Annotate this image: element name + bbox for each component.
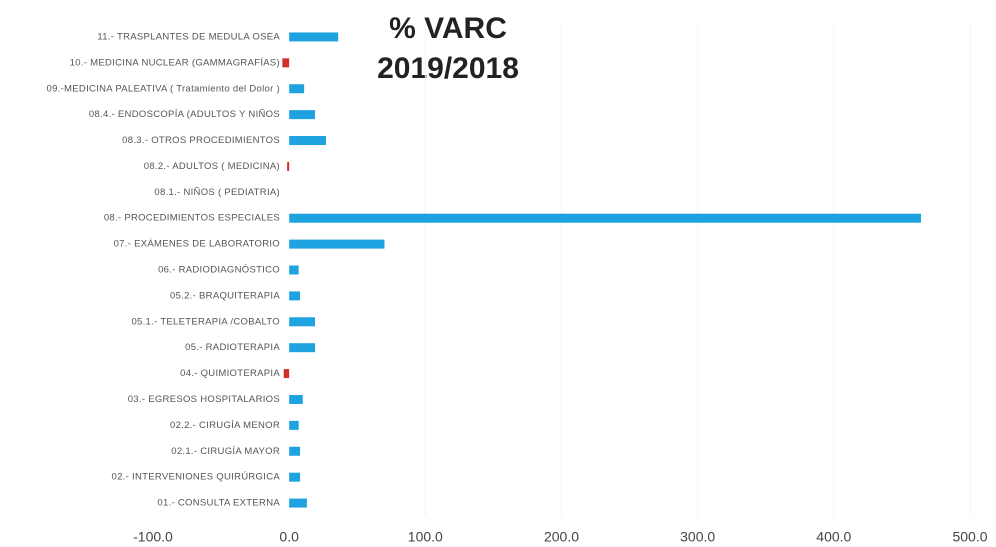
category-label: 02.- INTERVENIONES QUIRÚRGICA	[112, 472, 281, 483]
x-tick-label: 300.0	[680, 529, 715, 545]
category-label: 04.- QUIMIOTERAPIA	[180, 368, 280, 379]
chart-title: % VARC	[389, 12, 507, 45]
x-tick-label: -100.0	[133, 529, 173, 545]
category-label: 06.- RADIODIAGNÓSTICO	[158, 265, 280, 276]
category-label: 05.- RADIOTERAPIA	[185, 342, 280, 353]
x-tick-label: 0.0	[279, 529, 299, 545]
x-tick-label: 500.0	[952, 529, 987, 545]
bar	[289, 84, 305, 94]
x-tick-label: 100.0	[408, 529, 443, 545]
bar	[282, 58, 290, 68]
category-label: 05.1.- TELETERAPIA /COBALTO	[131, 316, 280, 327]
category-label: 07.- EXÁMENES DE LABORATORIO	[114, 239, 280, 250]
category-label: 05.2.- BRAQUITERAPIA	[170, 290, 280, 301]
bar	[289, 136, 326, 146]
x-tick-label: 400.0	[816, 529, 851, 545]
chart-subtitle: 2019/2018	[377, 52, 519, 85]
bar	[287, 161, 290, 171]
bar	[289, 213, 921, 223]
bar	[289, 317, 316, 327]
category-label: 01.- CONSULTA EXTERNA	[157, 498, 280, 509]
bar	[283, 369, 290, 379]
bar	[289, 446, 301, 456]
category-label: 08.3.- OTROS PROCEDIMIENTOS	[122, 135, 280, 146]
category-label: 11.- TRASPLANTES DE MEDULA OSEA	[97, 31, 280, 42]
category-label: 08.- PROCEDIMIENTOS ESPECIALES	[104, 213, 280, 224]
x-tick-label: 200.0	[544, 529, 579, 545]
bar	[289, 498, 307, 508]
category-label: 03.- EGRESOS HOSPITALARIOS	[128, 394, 280, 405]
category-label: 08.2.- ADULTOS ( MEDICINA)	[144, 161, 280, 172]
bar	[289, 343, 316, 353]
bar	[289, 32, 339, 42]
category-label: 10.- MEDICINA NUCLEAR (GAMMAGRAFÍAS)	[70, 57, 280, 68]
bar	[289, 420, 299, 430]
bar	[289, 291, 301, 301]
bar	[289, 394, 303, 404]
bar	[289, 265, 299, 275]
bar	[289, 110, 316, 120]
category-label: 02.1.- CIRUGÍA MAYOR	[171, 446, 280, 457]
category-label: 08.1.- NIÑOS ( PEDIATRIA)	[154, 187, 280, 198]
category-label: 08.4.- ENDOSCOPÍA (ADULTOS Y NIÑOS	[89, 109, 280, 120]
category-label: 02.2.- CIRUGÍA MENOR	[170, 420, 280, 431]
category-label: 09.-MEDICINA PALEATIVA ( Tratamiento del…	[46, 83, 280, 94]
bar	[289, 239, 385, 249]
bar	[289, 472, 301, 482]
